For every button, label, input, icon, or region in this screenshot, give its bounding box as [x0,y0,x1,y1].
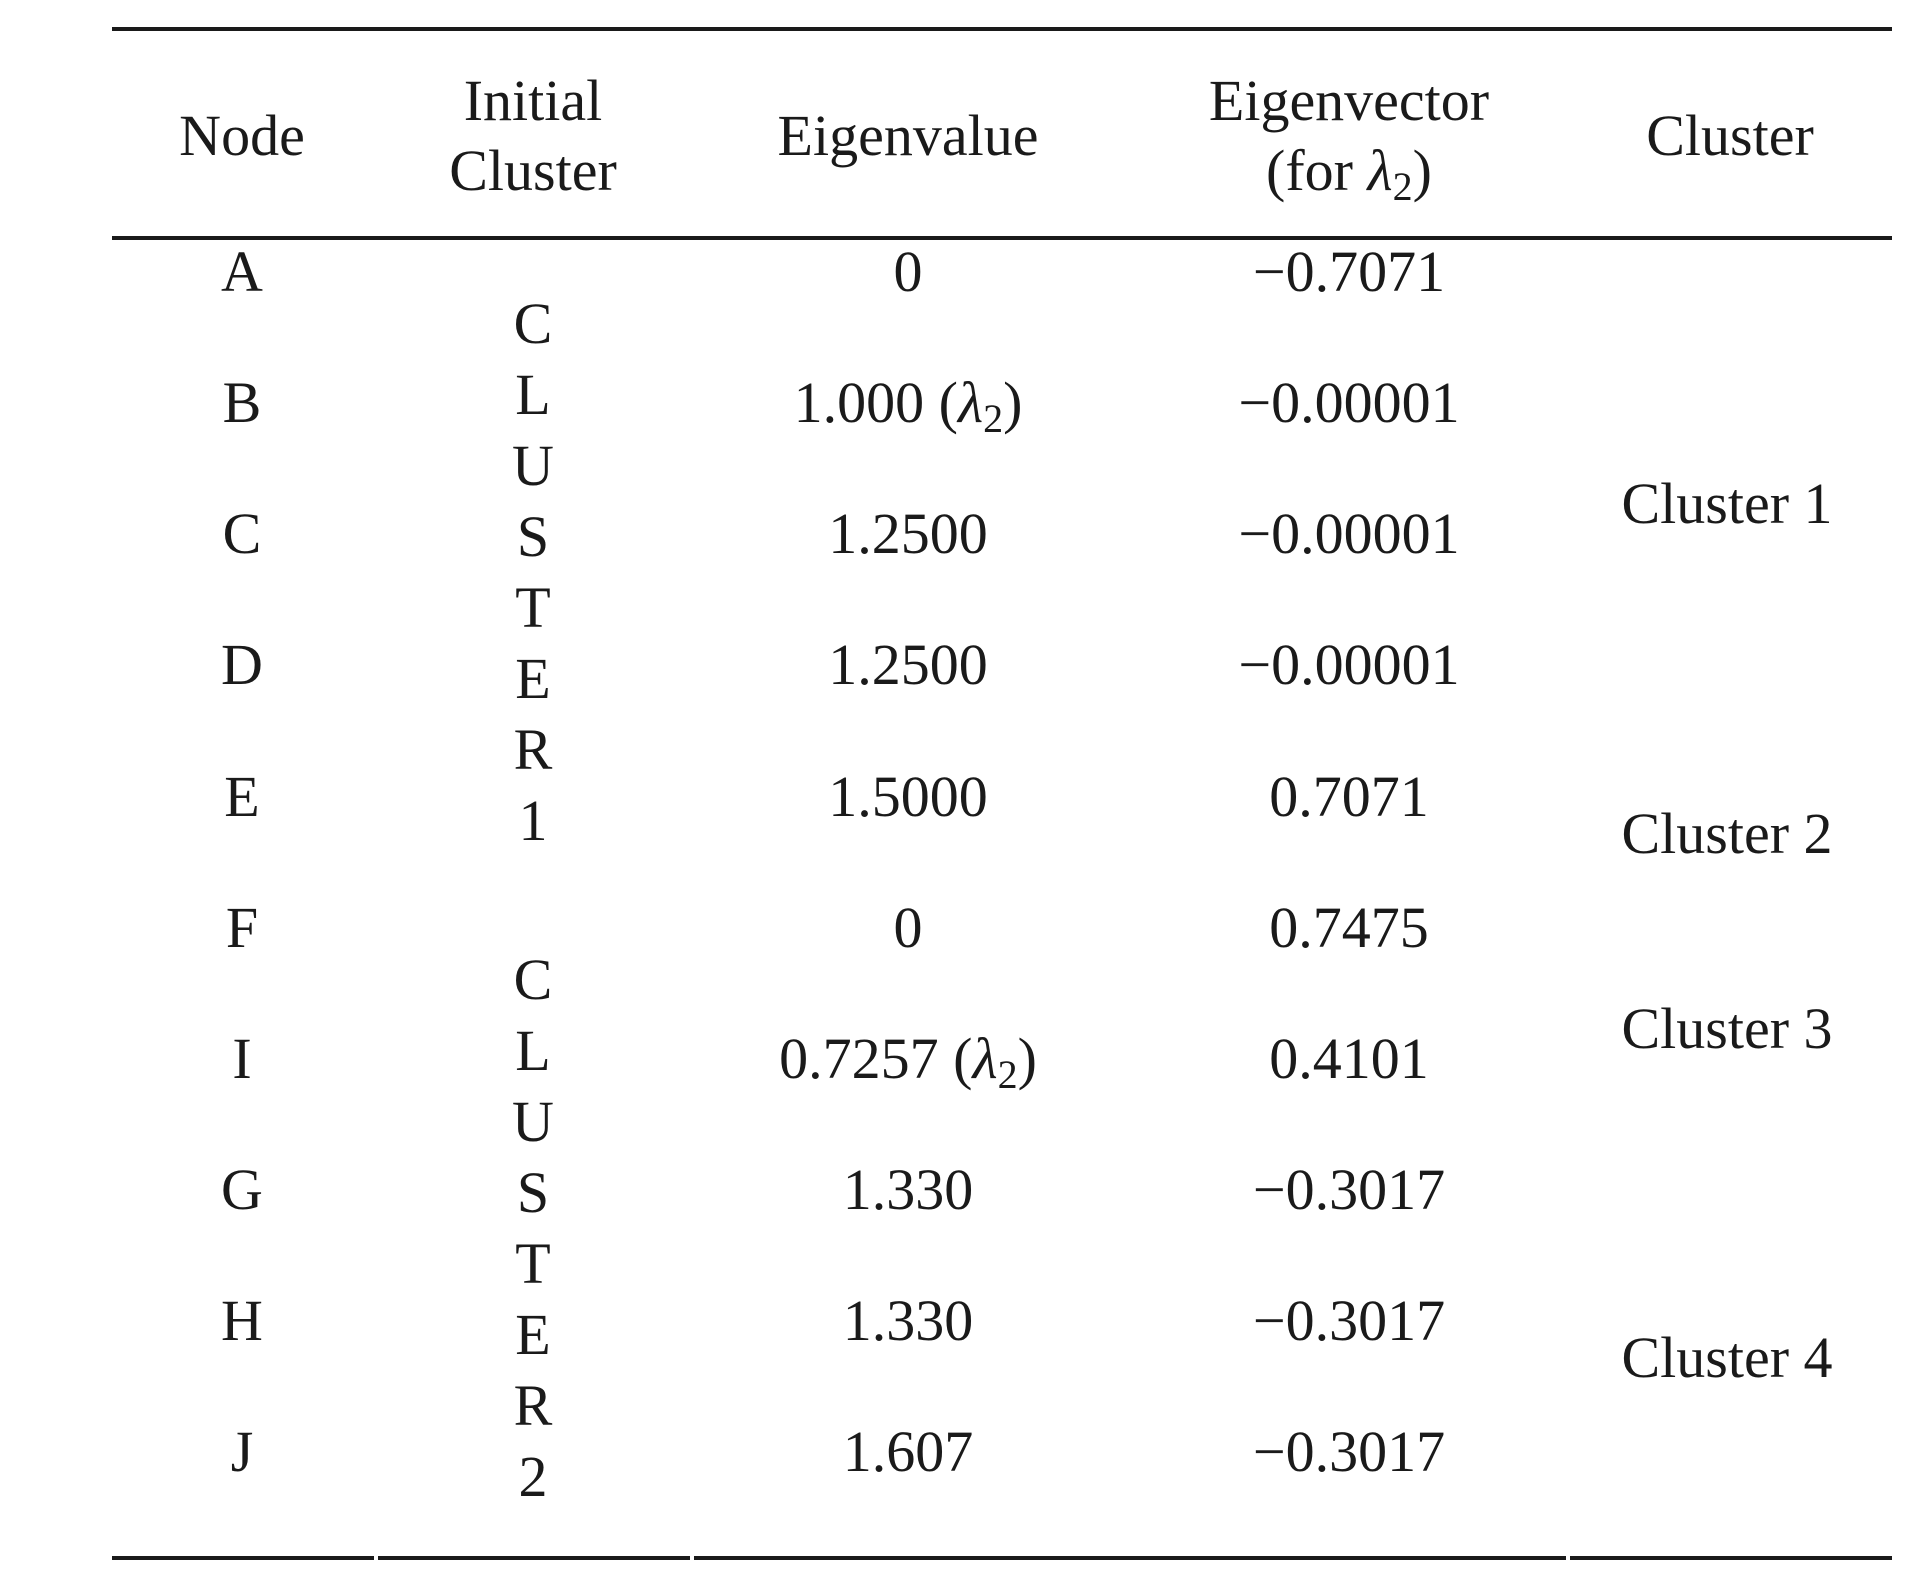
cell-node: C [222,501,262,566]
initial-cluster-letter: 2 [518,1444,548,1509]
initial-cluster-letter: U [512,1089,554,1154]
cell-node: D [221,632,263,697]
initial-cluster-letter: R [513,717,553,782]
initial-cluster-letter: E [515,1302,551,1367]
cell-node: J [230,1419,254,1484]
initial-cluster-letter: T [515,575,551,640]
header-eigenvector-line1: Eigenvector [1208,68,1490,133]
header-eigenvector-line2: (for λ2) [1266,138,1432,209]
bottom-rule-segment [1570,1556,1892,1560]
header-initial-cluster-line2: Cluster [449,138,617,203]
cell-eigenvalue: 1.2500 [828,501,988,566]
initial-cluster-letter: S [516,1160,550,1225]
cell-node: A [221,239,263,304]
cell-node: E [224,764,260,829]
cell-node: I [232,1026,252,1091]
cell-node: F [225,895,259,960]
cell-eigenvalue: 0.7257 (λ2) [779,1026,1037,1097]
initial-cluster-letter: E [515,646,551,711]
cluster-label-2: Cluster 2 [1621,801,1833,866]
header-rule [112,236,1892,240]
cell-node: G [221,1157,263,1222]
header-eigenvalue: Eigenvalue [777,103,1039,168]
cell-node: H [221,1288,263,1353]
cell-eigenvalue: 1.330 [842,1157,974,1222]
initial-cluster-letter: L [515,362,551,427]
cell-eigenvalue: 1.5000 [828,764,988,829]
cell-eigenvector: −0.7071 [1252,239,1446,304]
cell-eigenvector: 0.7071 [1269,764,1429,829]
initial-cluster-letter: T [515,1231,551,1296]
top-rule [112,27,1892,31]
header-node: Node [179,103,305,168]
cell-eigenvalue: 0 [893,239,923,304]
bottom-rule-segment [694,1556,1566,1560]
cell-eigenvalue: 1.330 [842,1288,974,1353]
cell-node: B [222,370,262,435]
initial-cluster-letter: C [513,291,553,356]
cluster-label-1: Cluster 1 [1621,471,1833,536]
initial-cluster-letter: S [516,504,550,569]
initial-cluster-letter: U [512,433,554,498]
cell-eigenvector: −0.3017 [1252,1419,1446,1484]
initial-cluster-letter: 1 [518,788,548,853]
cell-eigenvalue: 0 [893,895,923,960]
cell-eigenvector: 0.7475 [1269,895,1429,960]
header-initial-cluster-line1: Initial [463,68,603,133]
header-initial-cluster: Initial Cluster [449,66,617,206]
cell-eigenvector: −0.00001 [1238,632,1460,697]
cluster-label-4: Cluster 4 [1621,1325,1833,1390]
cell-eigenvalue: 1.000 (λ2) [793,370,1023,441]
bottom-rule-segment [112,1556,374,1560]
cell-eigenvector: −0.3017 [1252,1288,1446,1353]
bottom-rule-segment [378,1556,690,1560]
cell-eigenvalue: 1.2500 [828,632,988,697]
cell-eigenvector: −0.00001 [1238,501,1460,566]
initial-cluster-letter: R [513,1373,553,1438]
cell-eigenvector: −0.3017 [1252,1157,1446,1222]
header-eigenvector: Eigenvector (for λ2) [1208,66,1490,209]
cell-eigenvector: 0.4101 [1269,1026,1429,1091]
initial-cluster-letter: C [513,947,553,1012]
cluster-label-3: Cluster 3 [1621,996,1833,1061]
header-cluster: Cluster [1646,103,1814,168]
initial-cluster-letter: L [515,1018,551,1083]
cell-eigenvector: −0.00001 [1238,370,1460,435]
cell-eigenvalue: 1.607 [842,1419,974,1484]
